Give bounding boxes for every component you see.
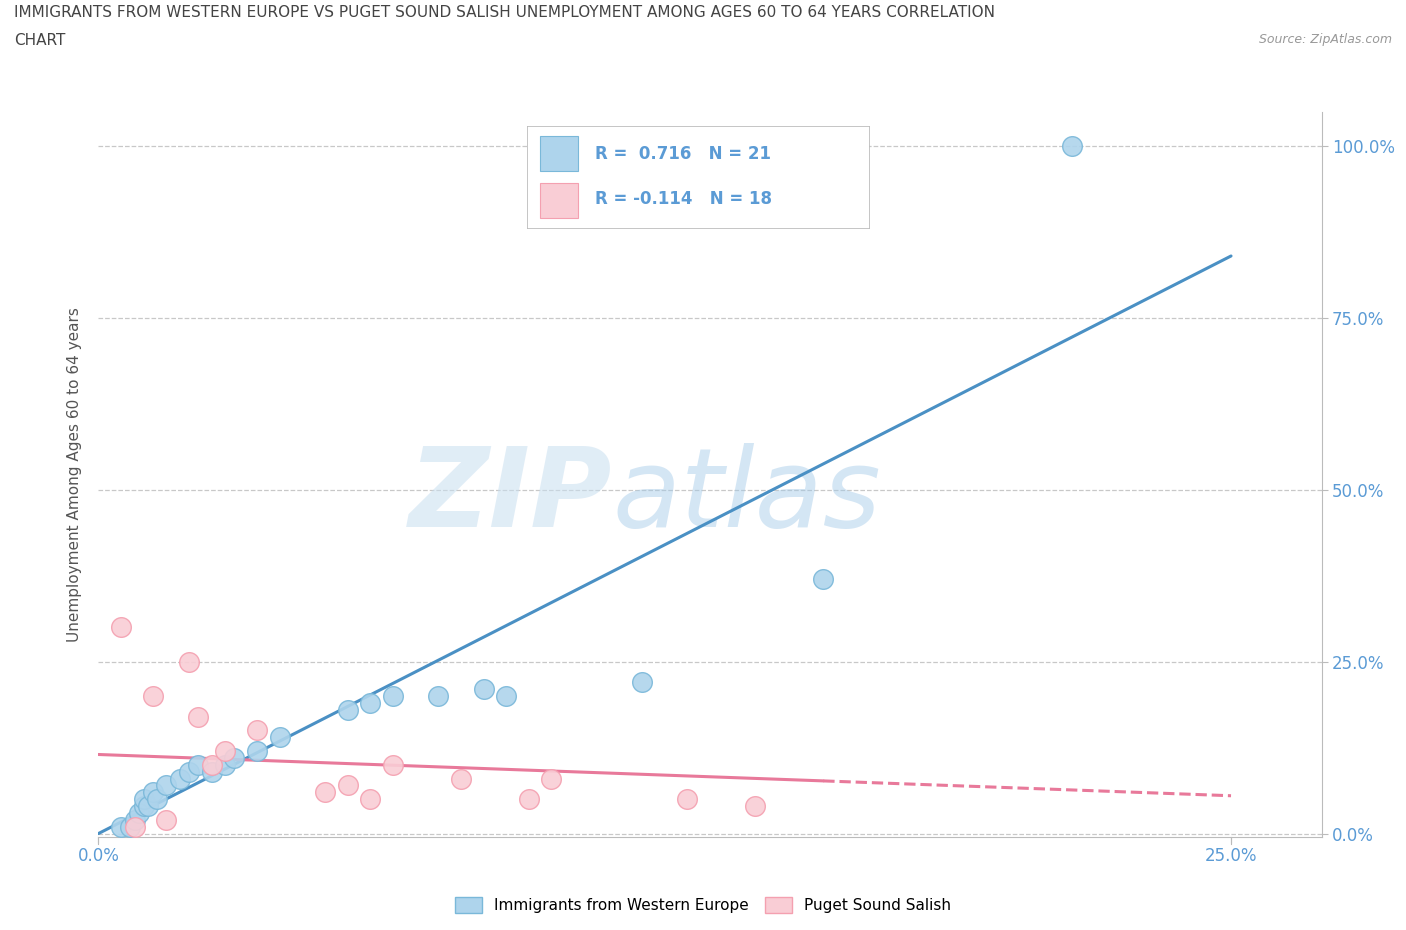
Point (381, 688, 404, 703)
Point (146, 791, 169, 806)
Text: atlas: atlas (612, 443, 880, 550)
Point (631, 675, 654, 690)
Point (517, 791, 540, 806)
Point (201, 764, 224, 779)
Point (224, 751, 246, 765)
Point (336, 778, 359, 793)
Point (359, 791, 381, 806)
Point (142, 785, 165, 800)
Point (495, 688, 517, 703)
Point (124, 819, 146, 834)
Text: CHART: CHART (14, 33, 66, 47)
Point (336, 702, 359, 717)
Point (813, 572, 835, 587)
Point (177, 654, 200, 669)
Point (214, 744, 236, 759)
Text: ZIP: ZIP (409, 443, 612, 550)
Point (1062, 139, 1084, 153)
Point (246, 744, 269, 759)
Point (110, 620, 132, 635)
Point (124, 813, 146, 828)
Point (450, 771, 472, 786)
Point (132, 791, 155, 806)
Point (187, 710, 209, 724)
Point (136, 799, 159, 814)
Point (201, 757, 224, 772)
Point (472, 682, 495, 697)
Point (155, 813, 177, 828)
Point (359, 696, 381, 711)
Point (314, 785, 336, 800)
Point (246, 723, 269, 737)
Point (128, 805, 150, 820)
Point (427, 688, 450, 703)
Point (214, 757, 236, 772)
Point (120, 819, 142, 834)
Y-axis label: Unemployment Among Ages 60 to 64 years: Unemployment Among Ages 60 to 64 years (66, 307, 82, 642)
Legend: Immigrants from Western Europe, Puget Sound Salish: Immigrants from Western Europe, Puget So… (454, 897, 952, 913)
Point (676, 791, 699, 806)
Point (269, 730, 291, 745)
Text: IMMIGRANTS FROM WESTERN EUROPE VS PUGET SOUND SALISH UNEMPLOYMENT AMONG AGES 60 : IMMIGRANTS FROM WESTERN EUROPE VS PUGET … (14, 5, 995, 20)
Point (187, 757, 209, 772)
Point (744, 799, 766, 814)
Point (177, 764, 200, 779)
Point (155, 778, 177, 793)
Point (169, 771, 191, 786)
Point (110, 819, 132, 834)
Point (142, 688, 165, 703)
Point (381, 757, 404, 772)
Point (540, 771, 562, 786)
Point (132, 799, 155, 814)
Text: Source: ZipAtlas.com: Source: ZipAtlas.com (1258, 33, 1392, 46)
